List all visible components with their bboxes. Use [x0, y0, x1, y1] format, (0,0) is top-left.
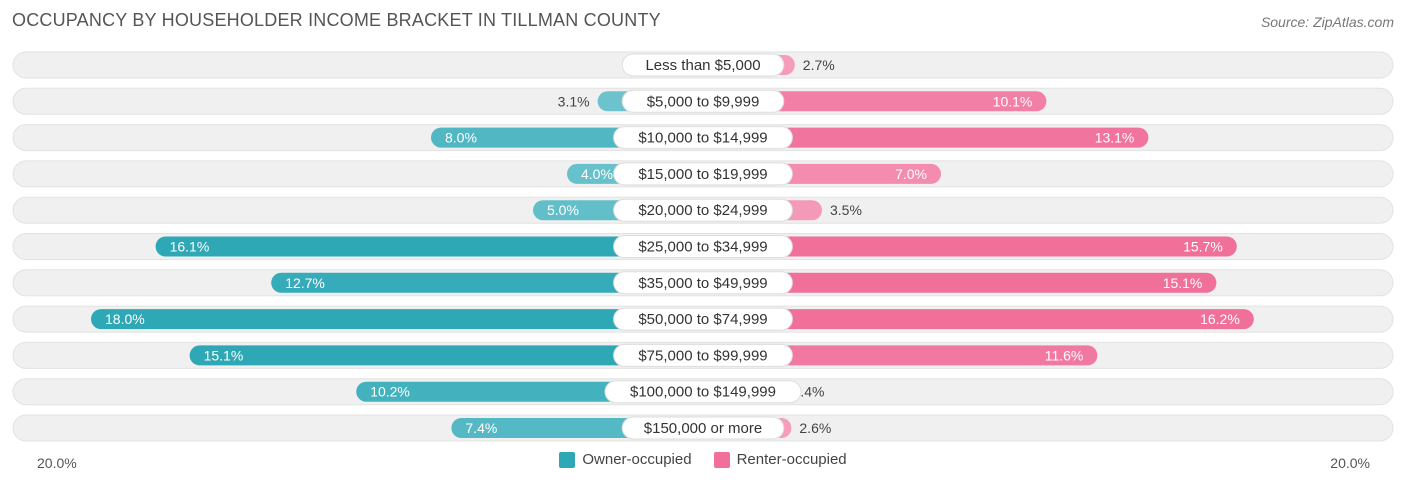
axis-left-label: 20.0%	[37, 455, 77, 471]
renter-value-label: 3.5%	[830, 202, 862, 218]
renter-value-label: 16.2%	[1200, 311, 1240, 327]
legend-item-owner[interactable]: Owner-occupied	[559, 451, 692, 468]
bar-row: 0.42%2.7%Less than $5,000	[12, 51, 1394, 79]
owner-bar	[189, 345, 704, 366]
owner-value-label: 16.1%	[170, 239, 210, 255]
owner-value-label: 4.0%	[581, 166, 613, 182]
bar-row: 8.0% 13.1% $10,000 to $14,999	[12, 124, 1394, 152]
category-pill	[613, 271, 793, 295]
renter-value-label: 10.1%	[993, 93, 1033, 109]
category-label: $10,000 to $14,999	[638, 130, 767, 147]
category-label: $100,000 to $149,999	[630, 384, 776, 401]
category-label: $20,000 to $24,999	[638, 202, 767, 219]
renter-value-label: 7.0%	[895, 166, 927, 182]
legend-label-owner: Owner-occupied	[582, 451, 692, 468]
bar-row: 10.2% 2.4%$100,000 to $149,999	[12, 378, 1394, 406]
category-pill	[604, 380, 802, 404]
renter-bar	[703, 127, 1149, 148]
legend-swatch-owner	[559, 451, 576, 468]
category-label: $25,000 to $34,999	[638, 239, 767, 256]
renter-bar	[703, 309, 1254, 330]
category-pill	[613, 307, 793, 331]
renter-bar	[703, 345, 1098, 366]
category-pill	[613, 235, 793, 258]
owner-value-label: 8.0%	[445, 130, 477, 146]
owner-bar	[271, 272, 703, 293]
legend-label-renter: Renter-occupied	[736, 451, 847, 468]
owner-bar	[91, 309, 703, 330]
bar-row: 12.7% 15.1% $35,000 to $49,999	[12, 269, 1394, 297]
owner-bar	[155, 236, 704, 257]
category-label: $15,000 to $19,999	[638, 166, 767, 183]
bar-row: 18.0% 16.2% $50,000 to $74,999	[12, 305, 1394, 333]
owner-value-label: 7.4%	[465, 420, 497, 436]
category-pill	[613, 343, 793, 367]
chart-title: OCCUPANCY BY HOUSEHOLDER INCOME BRACKET …	[12, 10, 661, 30]
axis-right-label: 20.0%	[1330, 455, 1370, 471]
category-label: $50,000 to $74,999	[638, 311, 767, 328]
category-label: $35,000 to $49,999	[638, 275, 767, 292]
renter-bar	[703, 236, 1237, 257]
owner-value-label: 15.1%	[204, 347, 244, 363]
renter-value-label: 15.1%	[1163, 275, 1203, 291]
owner-value-label: 10.2%	[370, 384, 410, 400]
category-label: $150,000 or more	[644, 420, 762, 437]
legend: Owner-occupied Renter-occupied	[0, 451, 1406, 468]
bar-row: 5.0% 3.5% $20,000 to $24,999	[12, 196, 1394, 224]
bar-row: 7.4% 2.6% $150,000 or more	[12, 414, 1394, 442]
category-label: $75,000 to $99,999	[638, 347, 767, 364]
renter-bar	[703, 272, 1217, 293]
owner-value-label: 18.0%	[105, 311, 145, 327]
bar-row: 3.1% 10.1% $5,000 to $9,999	[12, 87, 1394, 115]
source-label: Source: ZipAtlas.com	[1260, 14, 1394, 30]
category-label: $5,000 to $9,999	[647, 93, 760, 110]
renter-value-label: 11.6%	[1045, 347, 1084, 363]
legend-item-renter[interactable]: Renter-occupied	[713, 451, 847, 468]
category-pill	[613, 198, 793, 222]
bar-row: 4.0% 7.0% $15,000 to $19,999	[12, 160, 1394, 188]
renter-value-label: 2.7%	[803, 57, 835, 73]
renter-bar	[703, 91, 1047, 112]
legend-swatch-renter	[713, 451, 730, 468]
owner-value-label: 12.7%	[285, 275, 325, 291]
bar-row: 16.1% 15.7% $25,000 to $34,999	[12, 233, 1394, 260]
category-pill	[621, 89, 785, 113]
renter-value-label: 15.7%	[1183, 239, 1223, 255]
renter-value-label: 2.6%	[799, 420, 831, 436]
category-label: Less than $5,000	[645, 57, 760, 74]
owner-value-label: 5.0%	[547, 202, 579, 218]
renter-value-label: 13.1%	[1095, 130, 1135, 146]
owner-value-label: 3.1%	[558, 93, 590, 109]
category-pill	[613, 126, 793, 150]
bar-row: 15.1% 11.6% $75,000 to $99,999	[12, 341, 1394, 369]
category-pill	[621, 53, 785, 77]
category-pill	[613, 162, 793, 186]
category-pill	[621, 416, 785, 440]
